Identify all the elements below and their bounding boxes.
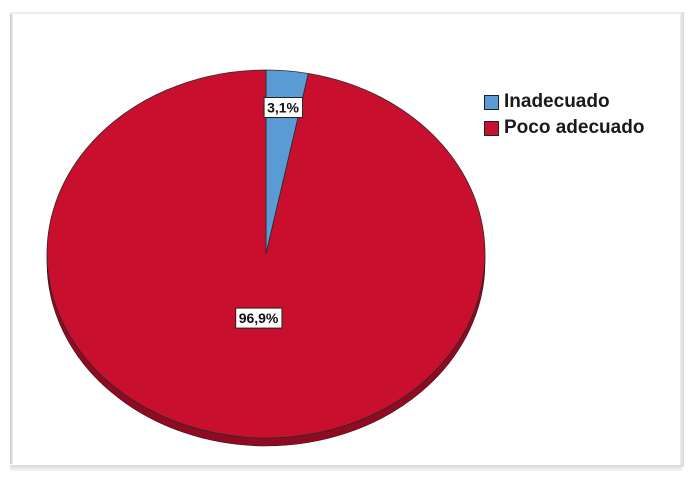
legend-swatch-poco-adecuado [484, 120, 499, 136]
legend-swatch-inadecuado [484, 94, 499, 110]
pie-slice-poco-adecuado [46, 69, 486, 439]
data-label-text: 3,1% [267, 99, 299, 115]
frame-bottom-edge [10, 465, 682, 471]
data-label-box [263, 96, 304, 118]
legend: Inadecuado Poco adecuado [484, 89, 644, 141]
frame-right-edge [680, 12, 684, 467]
legend-item-poco-adecuado: Poco adecuado [484, 115, 644, 141]
data-label-text: 96,9% [239, 310, 279, 326]
legend-label-poco-adecuado: Poco adecuado [504, 117, 645, 138]
frame-top-edge [10, 12, 682, 14]
data-label-poco-adecuado: 96,9% [235, 307, 283, 329]
legend-item-inadecuado: Inadecuado [484, 89, 644, 115]
data-label-inadecuado: 3,1% [263, 96, 304, 118]
frame-left-edge [10, 14, 13, 464]
legend-label-inadecuado: Inadecuado [504, 91, 610, 112]
data-label-box [235, 307, 283, 329]
